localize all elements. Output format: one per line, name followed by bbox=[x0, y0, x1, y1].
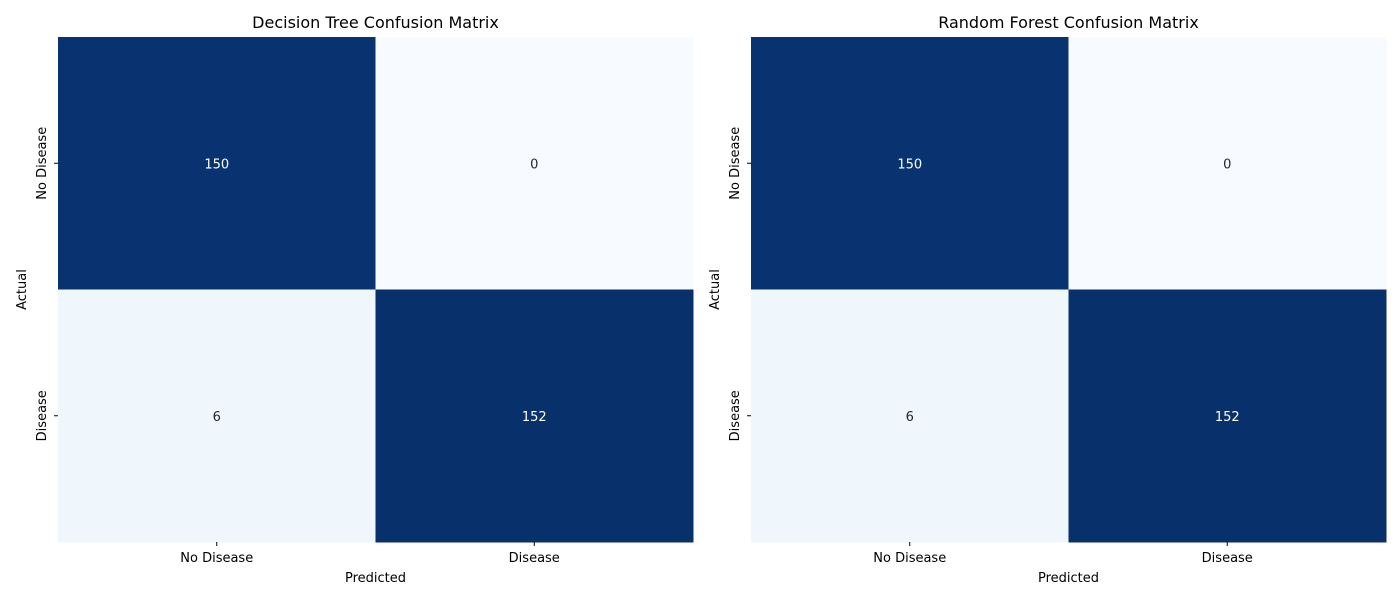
heatmap-cell bbox=[751, 289, 1069, 543]
heatmap-cells: 150 0 6 152 bbox=[58, 37, 694, 543]
heatmap-cell-value: 150 bbox=[204, 157, 229, 172]
x-axis-label: Predicted bbox=[1038, 571, 1099, 586]
heatmap-cell-value: 152 bbox=[1215, 410, 1240, 425]
heatmap-cells: 150 0 6 152 bbox=[751, 37, 1387, 543]
heatmap-cell bbox=[1068, 37, 1387, 290]
heatmap-cell bbox=[375, 37, 694, 290]
axis-ticks bbox=[54, 162, 535, 546]
x-tick-label: No Disease bbox=[873, 551, 946, 566]
axis-ticks bbox=[747, 162, 1228, 546]
y-tick-label: No Disease bbox=[35, 127, 50, 200]
heatmap-cell-value: 6 bbox=[213, 410, 221, 425]
chart-title: Random Forest Confusion Matrix bbox=[938, 13, 1199, 32]
heatmap-panel-decision-tree: 150 06 152 Decision Tree Confusion Matrix … bbox=[15, 13, 694, 586]
heatmap-cell-value: 150 bbox=[897, 157, 922, 172]
x-axis-label: Predicted bbox=[345, 571, 406, 586]
y-tick-label: Disease bbox=[35, 390, 50, 441]
chart-title: Decision Tree Confusion Matrix bbox=[252, 13, 499, 32]
heatmap-cell bbox=[1068, 289, 1387, 543]
y-tick-label: Disease bbox=[728, 390, 743, 441]
heatmap-cell-value: 152 bbox=[522, 410, 547, 425]
x-tick-label: Disease bbox=[509, 551, 560, 566]
y-axis-label: Actual bbox=[15, 269, 30, 310]
x-tick-label: Disease bbox=[1202, 551, 1253, 566]
x-tick-label: No Disease bbox=[180, 551, 253, 566]
heatmap-cell-value: 0 bbox=[530, 157, 538, 172]
heatmap-cell bbox=[751, 37, 1069, 290]
heatmap-cell-value: 0 bbox=[1223, 157, 1231, 172]
heatmap-cell bbox=[58, 37, 376, 290]
heatmap-cell-value: 6 bbox=[906, 410, 914, 425]
y-axis-label: Actual bbox=[708, 269, 723, 310]
heatmap-cell bbox=[375, 289, 694, 543]
heatmap-panel-random-forest: 150 06 152 Random Forest Confusion Matrix … bbox=[708, 13, 1387, 586]
heatmap-cell bbox=[58, 289, 376, 543]
y-tick-label: No Disease bbox=[728, 127, 743, 200]
